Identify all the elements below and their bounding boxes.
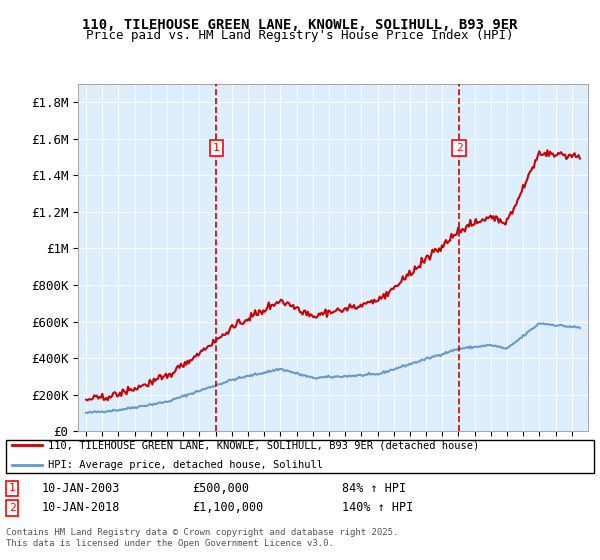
Text: 110, TILEHOUSE GREEN LANE, KNOWLE, SOLIHULL, B93 9ER: 110, TILEHOUSE GREEN LANE, KNOWLE, SOLIH… bbox=[82, 18, 518, 32]
Text: 84% ↑ HPI: 84% ↑ HPI bbox=[342, 482, 406, 495]
Text: HPI: Average price, detached house, Solihull: HPI: Average price, detached house, Soli… bbox=[48, 460, 323, 470]
Text: 1: 1 bbox=[8, 483, 16, 493]
Text: £500,000: £500,000 bbox=[192, 482, 249, 495]
Text: Contains HM Land Registry data © Crown copyright and database right 2025.: Contains HM Land Registry data © Crown c… bbox=[6, 528, 398, 536]
Text: 10-JAN-2003: 10-JAN-2003 bbox=[42, 482, 121, 495]
Text: 1: 1 bbox=[213, 143, 220, 153]
Text: This data is licensed under the Open Government Licence v3.0.: This data is licensed under the Open Gov… bbox=[6, 539, 334, 548]
Text: Price paid vs. HM Land Registry's House Price Index (HPI): Price paid vs. HM Land Registry's House … bbox=[86, 29, 514, 42]
Text: 110, TILEHOUSE GREEN LANE, KNOWLE, SOLIHULL, B93 9ER (detached house): 110, TILEHOUSE GREEN LANE, KNOWLE, SOLIH… bbox=[48, 440, 479, 450]
Text: £1,100,000: £1,100,000 bbox=[192, 501, 263, 515]
Text: 140% ↑ HPI: 140% ↑ HPI bbox=[342, 501, 413, 515]
Text: 2: 2 bbox=[456, 143, 463, 153]
Text: 2: 2 bbox=[8, 503, 16, 513]
Text: 10-JAN-2018: 10-JAN-2018 bbox=[42, 501, 121, 515]
